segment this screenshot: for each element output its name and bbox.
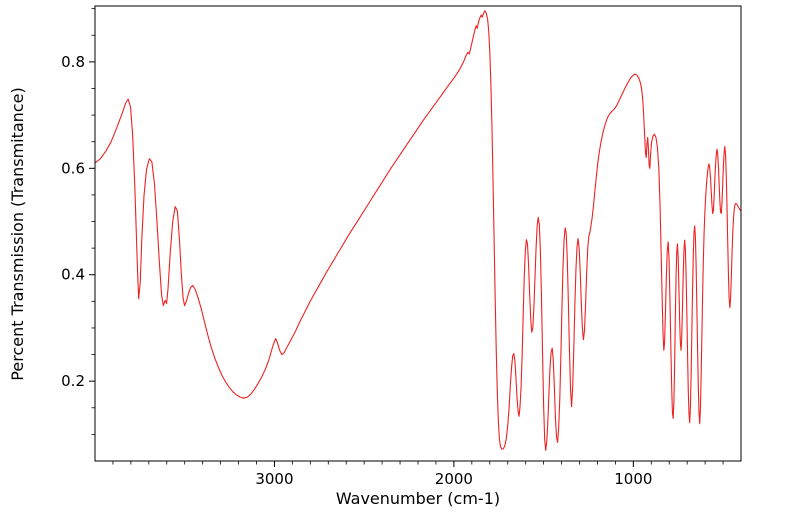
x-tick-label: 3000 (255, 470, 293, 488)
frame-layer (94, 5, 742, 462)
x-axis-label: Wavenumber (cm-1) (336, 489, 500, 508)
major-ticks: 3000 2000 1000 0.2 0.4 0.6 0.8 (61, 53, 652, 488)
series-layer (94, 10, 742, 451)
spectrum-line (94, 10, 742, 451)
x-tick-label: 2000 (435, 470, 473, 488)
plot-border (94, 5, 742, 462)
y-tick-label: 0.8 (61, 53, 85, 71)
y-tick-label: 0.2 (61, 372, 85, 390)
y-axis-label: Percent Transmission (Transmitance) (8, 87, 27, 380)
y-tick-label: 0.4 (61, 266, 85, 284)
minor-ticks (91, 8, 724, 465)
y-tick-label: 0.6 (61, 159, 85, 177)
x-tick-label: 1000 (614, 470, 652, 488)
